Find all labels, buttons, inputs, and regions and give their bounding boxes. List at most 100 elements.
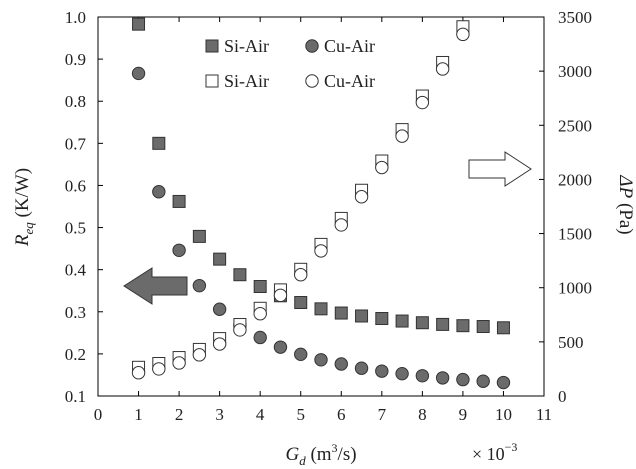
cu-air-resistance-point — [212, 302, 227, 316]
si-air-resistance-point — [192, 229, 206, 243]
cu-air-resistance-point — [354, 361, 369, 375]
cu-air-resistance-point — [131, 66, 146, 81]
legend-label: Si-Air — [224, 36, 269, 56]
y-right-tick-label: 1000 — [558, 279, 592, 298]
x-tick-label: 3 — [215, 405, 224, 424]
si-air-resistance-point — [436, 317, 450, 331]
y-left-tick-label: 0.1 — [65, 387, 86, 406]
cu-air-pressure-drop-point — [334, 218, 348, 232]
si-air-resistance-point — [395, 314, 409, 328]
y-right-tick-label: 3500 — [558, 8, 592, 27]
tick-labels: 0 1 2 3 4 5 6 7 8 9 10 11 0.1 0.2 0.3 0.4 0.5 0.6 0.7 0.8 0.… — [65, 8, 592, 424]
cu-air-resistance-point — [172, 243, 186, 257]
y-right-tick-label: 2000 — [558, 170, 592, 189]
si-air-resistance-point — [375, 312, 389, 326]
cu-air-pressure-drop-point — [354, 190, 369, 204]
si-air-resistance-point — [172, 194, 186, 208]
si-air-resistance-point — [355, 309, 369, 323]
y-left-tick-label: 0.3 — [65, 303, 86, 322]
si-air-resistance-point — [476, 320, 490, 334]
legend-marker — [305, 74, 319, 88]
cu-air-pressure-drop-point — [233, 323, 247, 337]
cu-air-resistance-point — [496, 375, 511, 390]
cu-air-pressure-drop-point — [435, 62, 450, 76]
y-axis-label-left: Req (K/W) — [12, 168, 36, 247]
legend-marker — [305, 39, 319, 53]
left-arrow — [123, 267, 188, 305]
si-air-resistance-point — [294, 296, 308, 310]
x-tick-label: 0 — [94, 405, 103, 424]
y-left-tick-label: 0.6 — [65, 176, 86, 195]
x-tick-label: 2 — [175, 405, 184, 424]
si-air-resistance-point — [253, 280, 267, 294]
y-left-tick-label: 1.0 — [65, 8, 86, 27]
cu-air-resistance-point — [476, 374, 490, 388]
y-right-tick-label: 2500 — [558, 116, 592, 135]
legend-label: Cu-Air — [324, 36, 375, 56]
cu-air-resistance-point — [375, 364, 389, 378]
si-air-resistance-point — [213, 252, 227, 266]
cu-air-pressure-drop-point — [456, 27, 470, 42]
x-tick-label: 10 — [495, 405, 512, 424]
cu-air-resistance-point — [152, 185, 166, 199]
cu-air-pressure-drop-point — [273, 288, 288, 302]
y-right-tick-label: 500 — [558, 333, 584, 352]
cu-air-pressure-drop-point — [212, 337, 227, 351]
legend-marker — [205, 39, 219, 53]
y-right-tick-label: 1500 — [558, 225, 592, 244]
y-left-tick-label: 0.7 — [65, 134, 87, 153]
cu-air-pressure-drop-point — [152, 362, 166, 376]
y-left-tick-label: 0.4 — [65, 261, 87, 280]
y-left-tick-label: 0.8 — [65, 92, 86, 111]
right-arrow — [468, 151, 532, 187]
si-air-resistance-point — [415, 316, 429, 330]
cu-air-resistance-point — [294, 347, 308, 362]
y-left-tick-label: 0.2 — [65, 345, 86, 364]
y-left-tick-label: 0.9 — [65, 50, 86, 69]
cu-air-pressure-drop-point — [131, 366, 146, 380]
y-right-tick-label: 0 — [558, 387, 567, 406]
cu-air-pressure-drop-point — [375, 160, 389, 175]
cu-air-pressure-drop-point — [294, 268, 308, 282]
si-air-resistance-point — [132, 17, 146, 31]
x-multiplier: × 10−3 — [472, 440, 517, 464]
cu-air-pressure-drop-point — [172, 356, 186, 370]
si-air-resistance-point — [334, 306, 348, 320]
cu-air-resistance-point — [273, 340, 288, 354]
si-air-resistance-point — [233, 268, 247, 282]
y-right-tick-label: 3000 — [558, 62, 592, 81]
x-tick-label: 1 — [134, 405, 143, 424]
si-air-resistance-point — [152, 136, 166, 150]
legend: Si-Air Cu-Air Si-Air Cu-Air — [205, 36, 375, 91]
cu-air-pressure-drop-point — [192, 348, 207, 362]
cu-air-pressure-drop-point — [415, 95, 430, 110]
x-tick-label: 11 — [536, 405, 552, 424]
x-axis-label: Gd (m3/s) — [285, 441, 356, 468]
cu-air-pressure-drop-point — [314, 244, 328, 258]
x-tick-label: 6 — [337, 405, 346, 424]
cu-air-resistance-point — [334, 357, 348, 371]
legend-marker — [205, 74, 219, 88]
si-air-resistance-point — [496, 321, 510, 335]
legend-label: Si-Air — [224, 71, 269, 91]
cu-air-resistance-point — [435, 371, 450, 385]
cu-air-resistance-point — [314, 353, 328, 367]
tick-marks — [97, 16, 545, 397]
x-tick-label: 8 — [418, 405, 427, 424]
data-marks — [131, 17, 511, 390]
cu-air-resistance-point — [456, 372, 470, 387]
cu-air-resistance-point — [415, 369, 430, 383]
y-axis-label-right: ΔP (Pa) — [615, 174, 636, 234]
legend-label: Cu-Air — [324, 71, 375, 91]
x-tick-label: 9 — [459, 405, 468, 424]
y-left-tick-label: 0.5 — [65, 219, 86, 238]
x-tick-label: 4 — [256, 405, 265, 424]
cu-air-pressure-drop-point — [395, 129, 409, 143]
x-tick-label: 5 — [296, 405, 305, 424]
si-air-resistance-point — [456, 319, 470, 333]
plot-frame — [97, 16, 545, 397]
x-tick-label: 7 — [378, 405, 387, 424]
cu-air-resistance-point — [395, 366, 409, 381]
cu-air-pressure-drop-point — [253, 307, 267, 321]
